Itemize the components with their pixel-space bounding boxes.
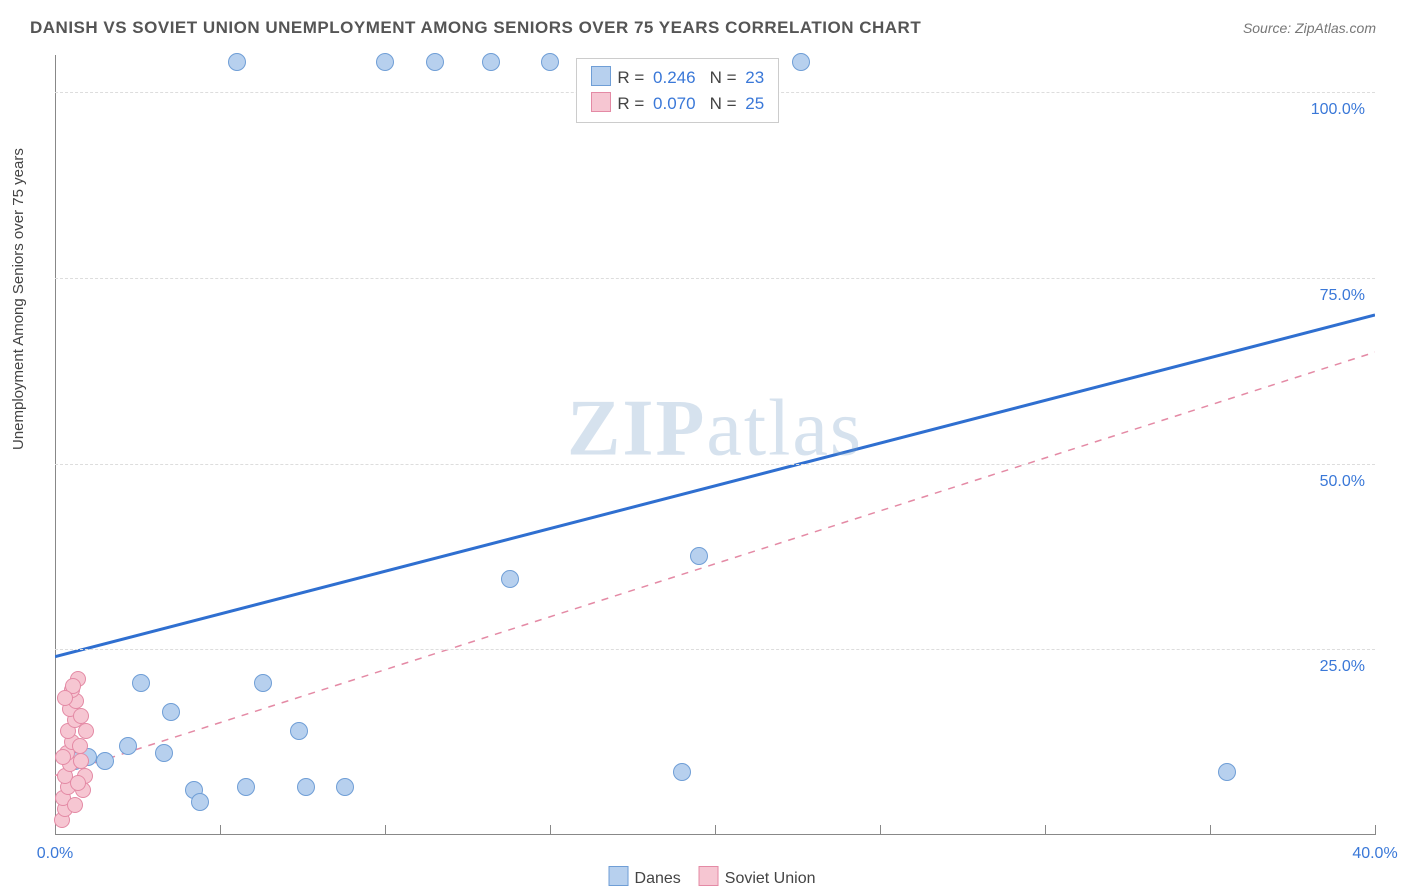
data-point-soviet <box>72 738 88 754</box>
x-tick <box>1210 825 1211 835</box>
legend-swatch-soviet <box>591 92 611 112</box>
y-axis-label: Unemployment Among Seniors over 75 years <box>10 148 27 450</box>
x-tick <box>220 825 221 835</box>
y-tick-label: 100.0% <box>1311 101 1365 119</box>
legend-swatch-soviet <box>699 866 719 886</box>
data-point-soviet <box>73 708 89 724</box>
x-tick <box>880 825 881 835</box>
data-point-danes <box>254 674 272 692</box>
data-point-danes <box>336 778 354 796</box>
legend-r-value: 0.070 <box>653 94 696 113</box>
source-attribution: Source: ZipAtlas.com <box>1243 20 1376 36</box>
legend-r-label: R = <box>617 68 649 87</box>
data-point-danes <box>482 53 500 71</box>
legend-n-value: 23 <box>745 68 764 87</box>
data-point-danes <box>297 778 315 796</box>
watermark: ZIPatlas <box>567 384 863 475</box>
data-point-danes <box>132 674 150 692</box>
y-tick-label: 75.0% <box>1320 287 1365 305</box>
data-point-danes <box>690 547 708 565</box>
regression-line-danes <box>55 315 1375 657</box>
data-point-danes <box>191 793 209 811</box>
data-point-danes <box>237 778 255 796</box>
legend-r-label: R = <box>617 94 649 113</box>
x-tick-label: 40.0% <box>1352 845 1397 863</box>
legend-bottom: Danes Soviet Union <box>591 866 816 888</box>
legend-label-soviet: Soviet Union <box>725 870 816 887</box>
data-point-danes <box>541 53 559 71</box>
data-point-danes <box>290 722 308 740</box>
legend-swatch-danes <box>609 866 629 886</box>
gridline <box>55 649 1375 650</box>
data-point-soviet <box>70 775 86 791</box>
data-point-soviet <box>57 690 73 706</box>
x-tick <box>1375 825 1376 835</box>
legend-label-danes: Danes <box>635 870 681 887</box>
data-point-danes <box>673 763 691 781</box>
data-point-danes <box>501 570 519 588</box>
x-tick-label: 0.0% <box>37 845 73 863</box>
data-point-danes <box>376 53 394 71</box>
legend-n-value: 25 <box>745 94 764 113</box>
x-tick <box>715 825 716 835</box>
x-tick <box>385 825 386 835</box>
scatter-plot-area: 25.0%50.0%75.0%100.0%0.0%40.0% ZIPatlas <box>55 55 1375 835</box>
data-point-soviet <box>78 723 94 739</box>
chart-title: DANISH VS SOVIET UNION UNEMPLOYMENT AMON… <box>30 18 921 38</box>
y-tick-label: 25.0% <box>1320 658 1365 676</box>
data-point-danes <box>1218 763 1236 781</box>
data-point-danes <box>228 53 246 71</box>
legend-swatch-danes <box>591 66 611 86</box>
data-point-danes <box>96 752 114 770</box>
legend-n-label: N = <box>710 94 742 113</box>
legend-row-danes: R = 0.246 N = 23 <box>591 65 764 91</box>
data-point-danes <box>426 53 444 71</box>
data-point-danes <box>119 737 137 755</box>
legend-row-soviet: R = 0.070 N = 25 <box>591 91 764 117</box>
legend-correlation-box: R = 0.246 N = 23 R = 0.070 N = 25 <box>576 58 779 123</box>
y-tick-label: 50.0% <box>1320 473 1365 491</box>
x-tick <box>550 825 551 835</box>
data-point-danes <box>162 703 180 721</box>
legend-r-value: 0.246 <box>653 68 696 87</box>
x-tick <box>1045 825 1046 835</box>
data-point-danes <box>155 744 173 762</box>
data-point-danes <box>792 53 810 71</box>
data-point-soviet <box>73 753 89 769</box>
data-point-soviet <box>55 749 71 765</box>
gridline <box>55 278 1375 279</box>
data-point-soviet <box>67 797 83 813</box>
legend-n-label: N = <box>710 68 742 87</box>
